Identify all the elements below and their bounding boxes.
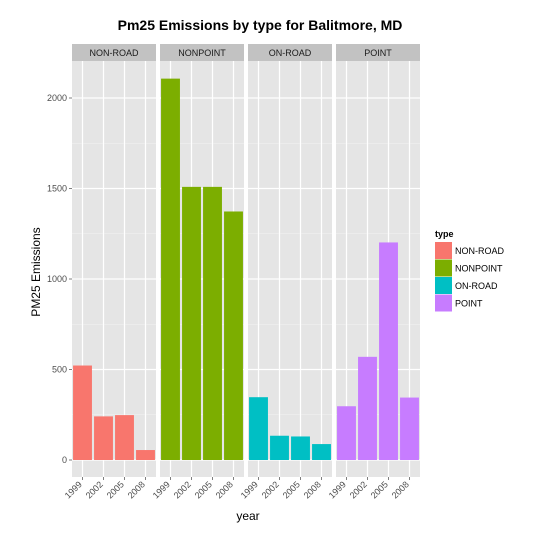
x-tick-label: 2008 <box>214 479 235 500</box>
x-tick-label: 1999 <box>239 479 260 500</box>
panel-strip <box>72 44 156 61</box>
bar-point-2008 <box>400 397 419 460</box>
x-tick-label: 1999 <box>327 479 348 500</box>
bar-on-road-2002 <box>270 435 289 460</box>
panel-point: POINT 1999 2002 2005 2008 <box>327 44 420 501</box>
panel-strip-label: NONPOINT <box>178 48 226 58</box>
panel-strip <box>160 44 244 61</box>
x-tick-label: 2005 <box>193 479 214 500</box>
x-tick-label: 2002 <box>260 479 281 500</box>
panel-strip <box>248 44 332 61</box>
bar-nonpoint-2008 <box>224 211 243 460</box>
legend-key-point <box>435 294 452 312</box>
x-tick-label: 2005 <box>105 479 126 500</box>
x-tick-label: 2002 <box>84 479 105 500</box>
x-tick-label: 1999 <box>151 479 172 500</box>
bar-on-road-2008 <box>312 444 331 460</box>
panel-non-road: NON-ROAD 1999 2002 2005 2008 <box>63 44 156 501</box>
panel-strip-label: ON-ROAD <box>269 48 312 58</box>
bar-point-2002 <box>358 356 377 460</box>
y-axis: 0 500 1000 1500 2000 <box>47 93 72 465</box>
x-tick-label: 2002 <box>172 479 193 500</box>
x-axis-label: year <box>236 509 259 523</box>
panel-strip-label: NON-ROAD <box>90 48 139 58</box>
y-tick-label: 2000 <box>47 93 67 103</box>
legend-label: NON-ROAD <box>455 246 504 256</box>
bar-on-road-1999 <box>249 397 268 460</box>
legend-key-nonpoint <box>435 259 452 277</box>
legend-label: ON-ROAD <box>455 281 498 291</box>
y-tick-label: 500 <box>52 365 67 375</box>
panel-on-road: ON-ROAD 1999 2002 2005 2008 <box>239 44 332 501</box>
legend-title: type <box>435 229 454 239</box>
x-tick-label: 1999 <box>63 479 84 500</box>
bar-on-road-2005 <box>291 436 310 460</box>
panel-strip <box>336 44 420 61</box>
x-tick-label: 2005 <box>369 479 390 500</box>
bar-nonpoint-2002 <box>182 186 201 460</box>
bar-nonpoint-1999 <box>161 78 180 461</box>
chart-title: Pm25 Emissions by type for Balitmore, MD <box>118 17 403 33</box>
legend: type NON-ROAD NONPOINT ON-ROAD POINT <box>435 229 504 312</box>
legend-key-non-road <box>435 242 452 259</box>
bar-non-road-1999 <box>73 365 92 460</box>
panel-strip-label: POINT <box>364 48 392 58</box>
y-axis-label: PM25 Emissions <box>29 227 43 316</box>
legend-key-on-road <box>435 277 452 294</box>
y-tick-label: 1500 <box>47 184 67 194</box>
bar-non-road-2008 <box>136 450 155 460</box>
x-tick-label: 2005 <box>281 479 302 500</box>
x-tick-label: 2002 <box>348 479 369 500</box>
x-tick-label: 2008 <box>390 479 411 500</box>
bar-nonpoint-2005 <box>203 186 222 460</box>
bar-non-road-2002 <box>94 416 113 460</box>
bar-point-1999 <box>337 406 356 460</box>
legend-label: NONPOINT <box>455 264 503 274</box>
y-tick-label: 0 <box>62 455 67 465</box>
bar-point-2005 <box>379 242 398 460</box>
x-tick-label: 2008 <box>302 479 323 500</box>
x-tick-label: 2008 <box>126 479 147 500</box>
legend-label: POINT <box>455 299 483 309</box>
bar-non-road-2005 <box>115 415 134 460</box>
y-tick-label: 1000 <box>47 274 67 284</box>
panel-nonpoint: NONPOINT 1999 2002 2005 2008 <box>151 44 244 501</box>
